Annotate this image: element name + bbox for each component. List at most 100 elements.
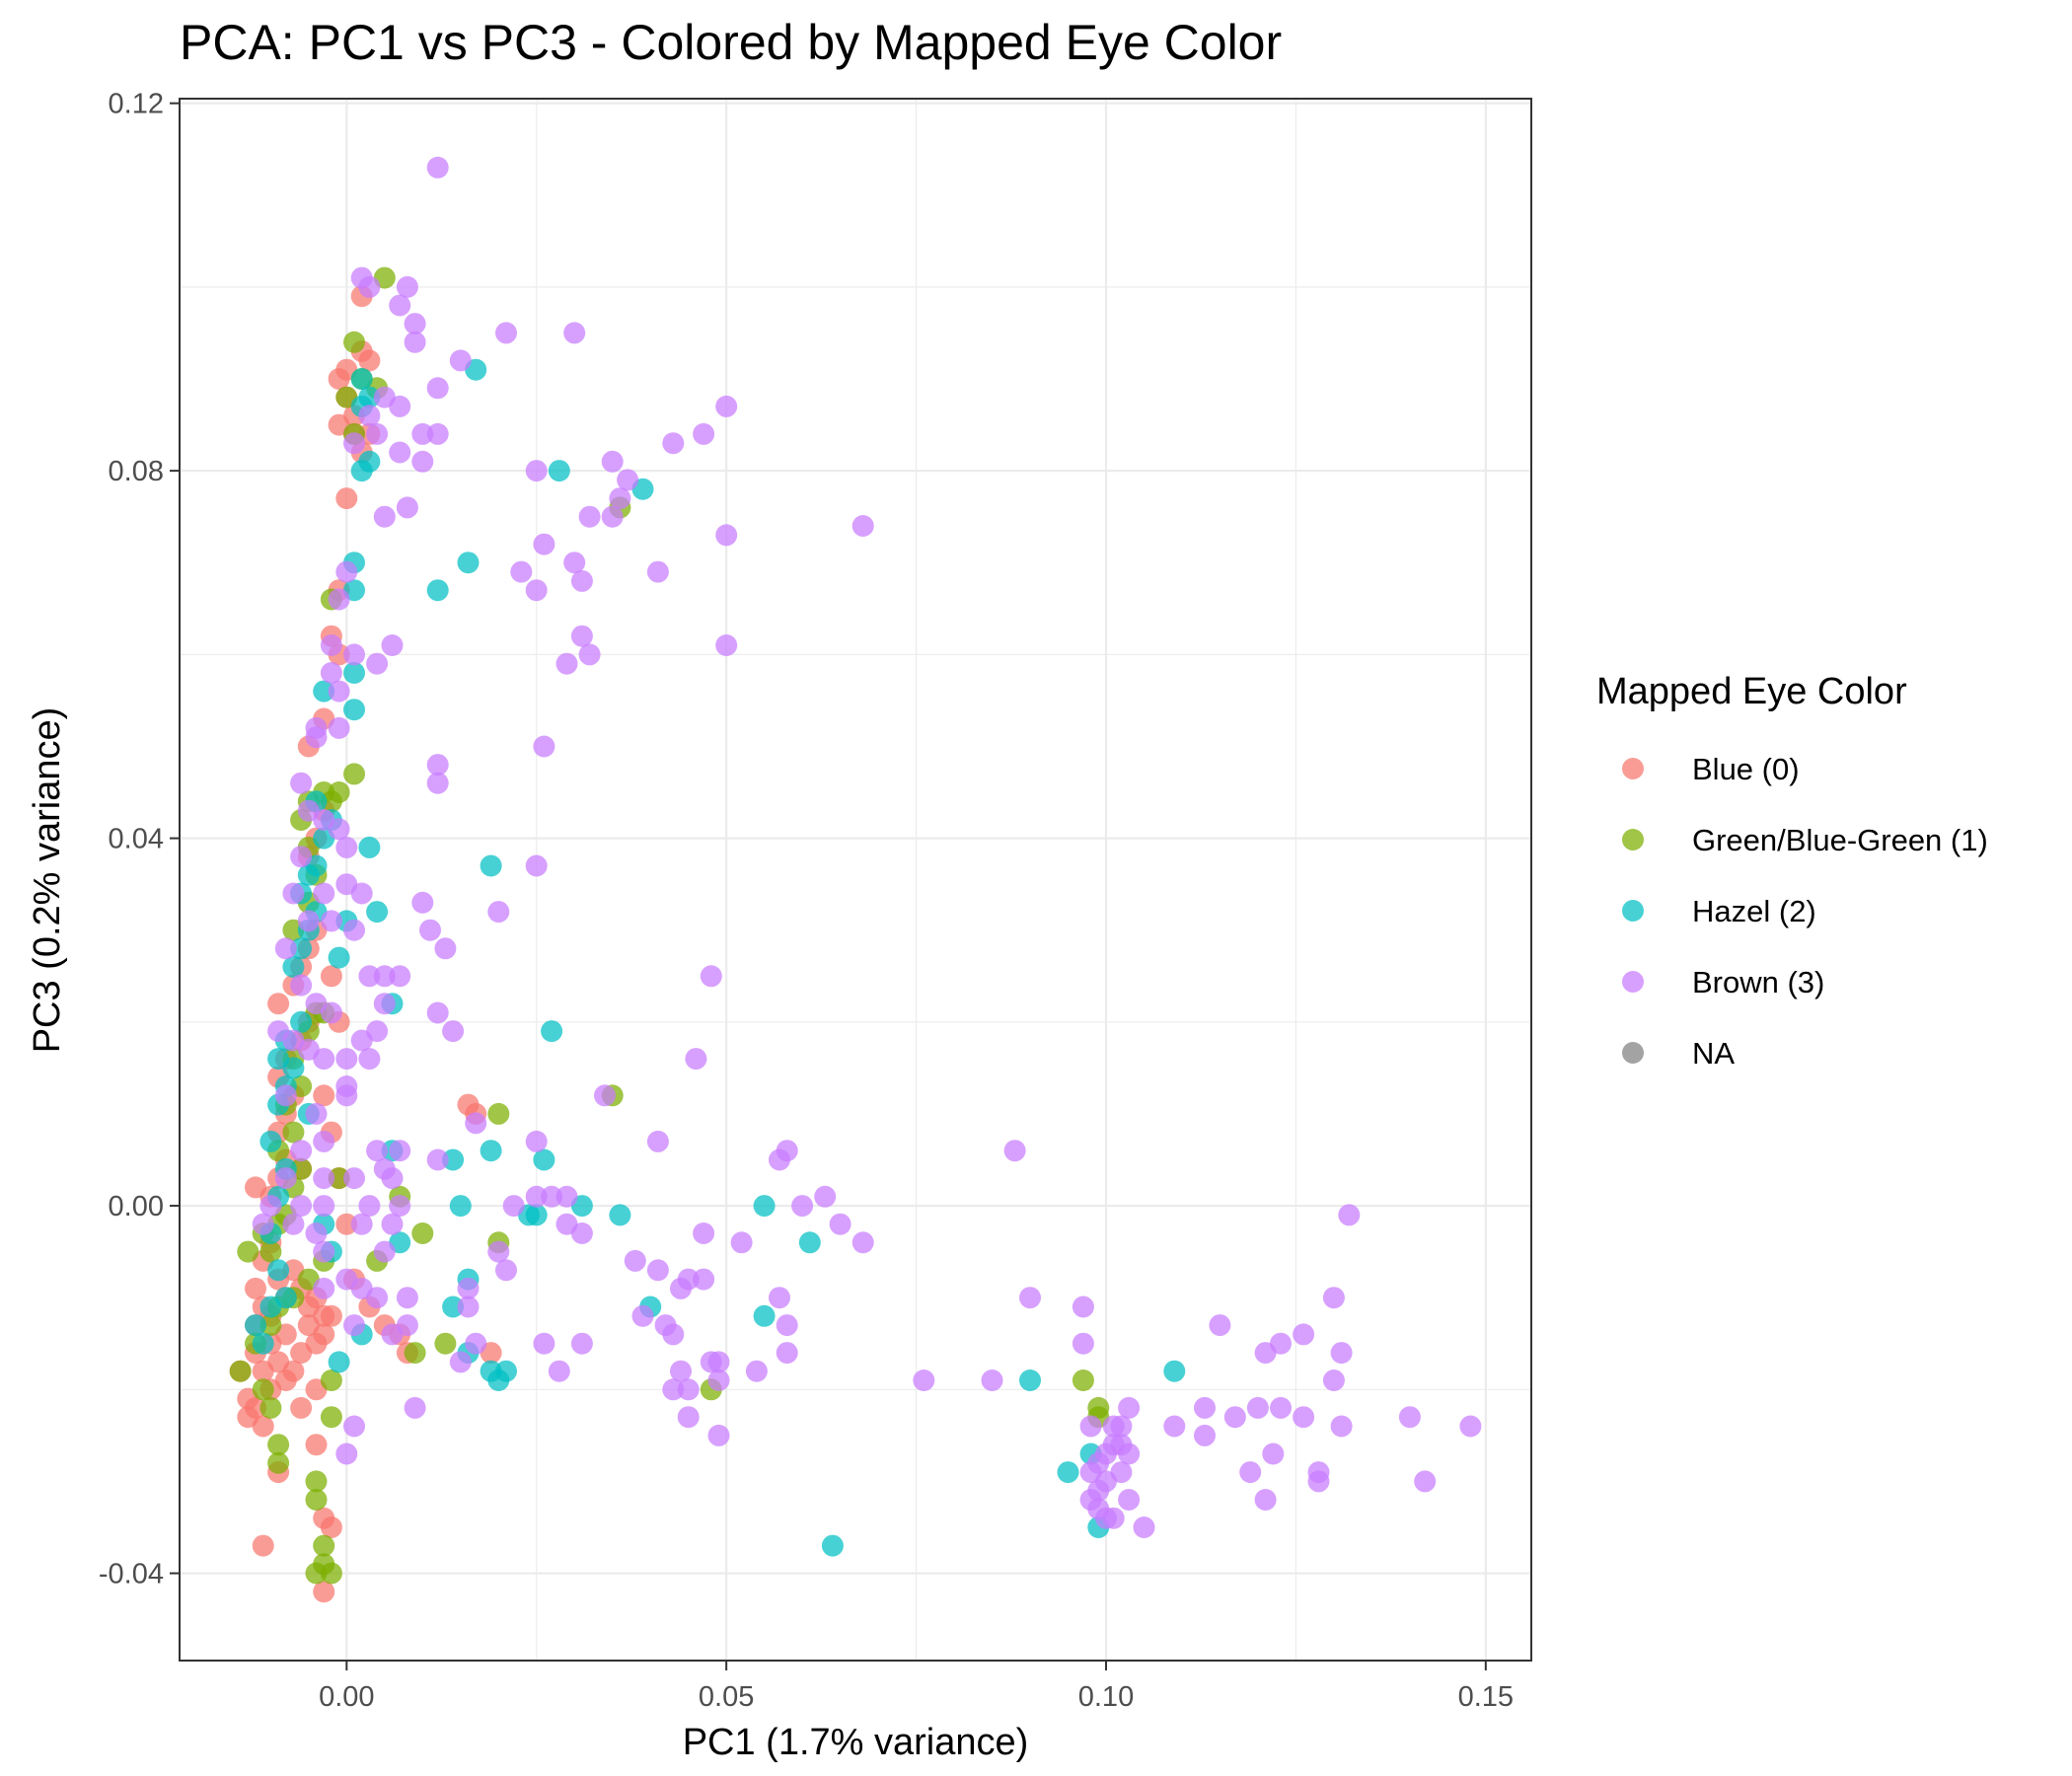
data-point <box>776 1140 798 1162</box>
data-point <box>313 1277 335 1299</box>
data-point <box>707 1369 730 1391</box>
data-point <box>313 1048 335 1071</box>
y-tick-label: -0.04 <box>99 1559 164 1591</box>
data-point <box>274 1084 297 1107</box>
data-point <box>426 579 449 602</box>
series-brown-3 <box>252 156 1482 1538</box>
data-point <box>305 1489 328 1511</box>
data-point <box>313 1507 335 1529</box>
data-point <box>358 275 381 298</box>
data-point <box>358 386 381 408</box>
data-point <box>252 1332 274 1355</box>
data-point <box>396 275 418 298</box>
data-point <box>449 1195 472 1218</box>
data-point <box>707 1351 730 1373</box>
data-point <box>1262 1443 1285 1465</box>
data-point <box>426 377 449 400</box>
data-point <box>495 1360 517 1382</box>
data-point <box>404 331 426 353</box>
data-point <box>366 901 389 924</box>
data-point <box>313 1130 335 1152</box>
data-point <box>495 322 517 344</box>
data-point <box>541 1185 563 1208</box>
data-point <box>411 1222 434 1244</box>
data-point <box>487 901 510 924</box>
legend: Mapped Eye Color Blue (0) Green/Blue-Gree… <box>1596 671 1988 1071</box>
data-point <box>350 882 373 905</box>
data-point <box>1057 1461 1079 1484</box>
data-point <box>601 505 624 528</box>
data-point <box>1246 1396 1269 1419</box>
data-point <box>700 965 722 988</box>
data-point <box>313 1167 335 1190</box>
data-point <box>282 1360 305 1382</box>
data-point <box>267 1434 290 1456</box>
data-point <box>715 395 738 417</box>
data-point <box>426 772 449 794</box>
data-point <box>282 1121 305 1144</box>
data-point <box>389 1140 411 1162</box>
data-point <box>389 294 411 317</box>
data-point <box>434 1332 457 1355</box>
legend-entry: Blue (0) <box>1622 752 1800 786</box>
data-point <box>328 946 350 969</box>
data-point <box>533 1332 555 1355</box>
y-axis-title: PC3 (0.2% variance) <box>27 707 68 1054</box>
data-point <box>313 1195 335 1218</box>
data-point <box>1019 1287 1041 1309</box>
data-point <box>267 1259 290 1282</box>
data-point <box>609 1204 631 1226</box>
data-point <box>525 1130 548 1152</box>
data-point <box>1118 1396 1141 1419</box>
y-tick-label: 0.04 <box>109 824 164 855</box>
data-point <box>821 1534 844 1557</box>
data-point <box>646 1130 669 1152</box>
data-point <box>350 368 373 390</box>
data-point <box>449 1351 472 1373</box>
data-point <box>381 1167 404 1190</box>
data-point <box>343 919 365 941</box>
data-point <box>320 910 342 932</box>
data-point <box>373 965 396 988</box>
data-point <box>373 993 396 1015</box>
data-point <box>662 1378 685 1401</box>
legend-entries: Blue (0) Green/Blue-Green (1) Hazel (2) Bro… <box>1622 752 1988 1071</box>
data-point <box>434 937 457 960</box>
data-point <box>541 1020 563 1043</box>
data-point <box>320 1406 342 1429</box>
data-point <box>404 313 426 335</box>
data-point <box>1293 1323 1315 1346</box>
data-point <box>442 1295 465 1318</box>
data-point <box>457 1295 480 1318</box>
data-point <box>313 882 335 905</box>
x-tick-label: 0.10 <box>1078 1681 1134 1713</box>
data-point <box>259 1314 282 1337</box>
data-point <box>328 1167 350 1190</box>
data-point <box>1322 1287 1345 1309</box>
data-point <box>335 1213 358 1235</box>
data-point <box>851 1231 874 1254</box>
data-point <box>328 781 350 803</box>
data-point <box>1209 1314 1231 1337</box>
data-point <box>617 469 639 491</box>
data-point <box>320 662 342 684</box>
data-point <box>1459 1415 1482 1438</box>
data-point <box>1072 1295 1094 1318</box>
data-point <box>290 1195 313 1218</box>
data-point <box>328 818 350 841</box>
data-point <box>851 515 874 537</box>
data-point <box>320 1369 342 1391</box>
data-point <box>480 1140 502 1162</box>
data-point <box>753 1195 776 1218</box>
data-point <box>465 1332 487 1355</box>
data-point <box>320 965 342 988</box>
data-point <box>389 441 411 464</box>
data-point <box>274 937 297 960</box>
legend-entry: Brown (3) <box>1622 965 1824 999</box>
data-point <box>259 1130 282 1152</box>
x-tick-label: 0.05 <box>699 1681 754 1713</box>
legend-entry: NA <box>1622 1036 1735 1071</box>
data-point <box>1133 1517 1155 1538</box>
data-point <box>229 1360 252 1382</box>
data-point <box>662 432 685 455</box>
